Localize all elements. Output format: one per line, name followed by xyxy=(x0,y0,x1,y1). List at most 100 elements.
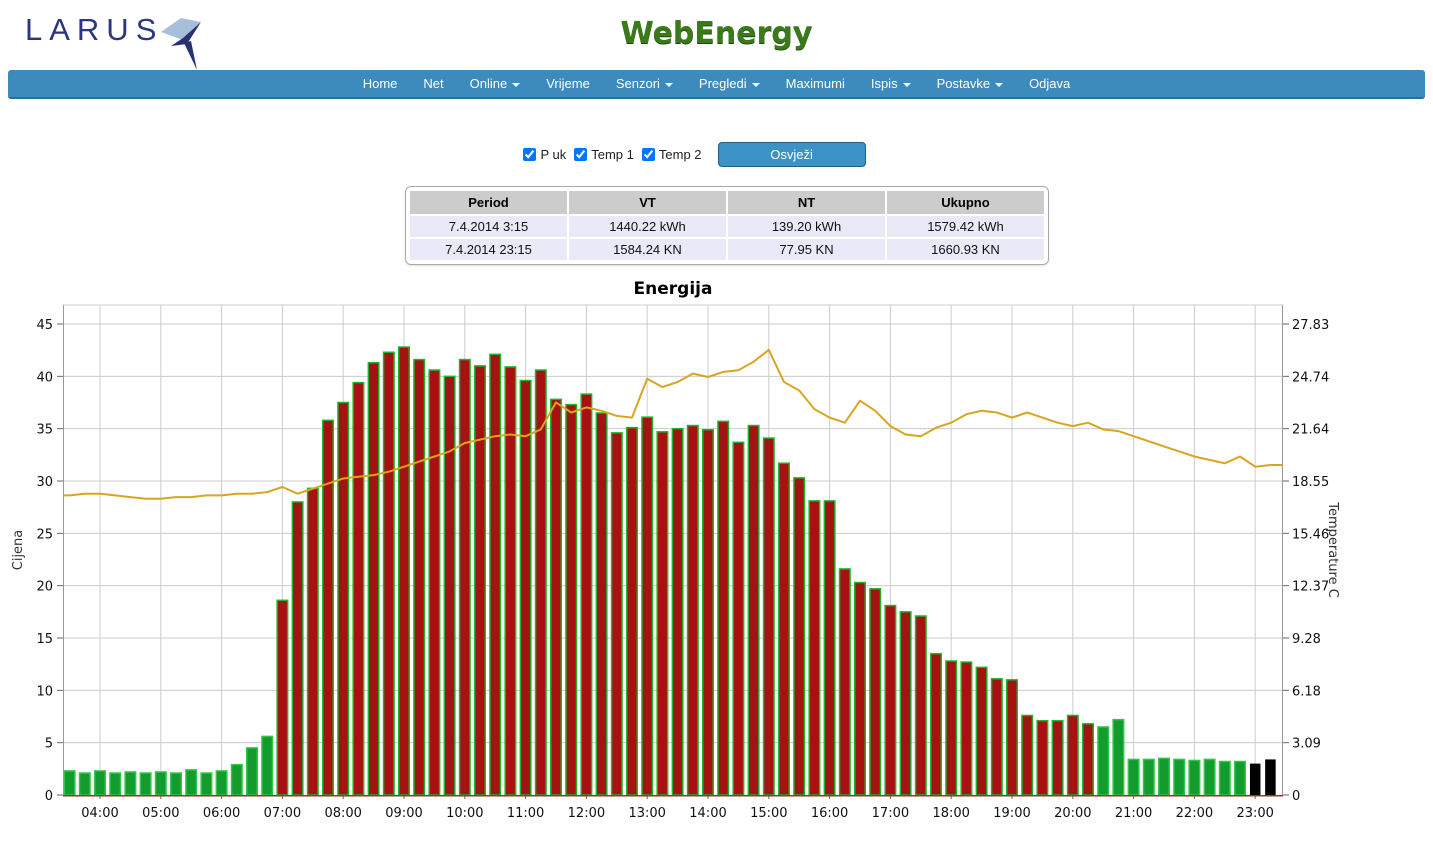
nav-item-home[interactable]: Home xyxy=(350,70,411,97)
table-cell: 1660.93 KN xyxy=(887,239,1044,260)
energy-bar xyxy=(398,346,410,796)
y-left-tick-label: 30 xyxy=(36,475,53,490)
table-row: 7.4.2014 3:15 1440.22 kWh 139.20 kWh 1579.4… xyxy=(410,216,1044,237)
energy-bar xyxy=(671,427,684,796)
temperature-line xyxy=(63,348,1283,500)
y-left-tick-label: 0 xyxy=(45,789,53,804)
y-right-tick-label: 6.18 xyxy=(1292,684,1321,699)
x-tick-label: 11:00 xyxy=(507,806,544,821)
energy-bar xyxy=(1218,760,1231,796)
energy-bar xyxy=(154,771,167,796)
nav-item-vrijeme[interactable]: Vrijeme xyxy=(533,70,603,97)
table-cell: 1579.42 kWh xyxy=(887,216,1044,237)
nav-item-label: Pregledi xyxy=(698,76,747,91)
larus-bird-icon xyxy=(161,18,202,70)
x-tick-label: 20:00 xyxy=(1054,806,1091,821)
energy-bar xyxy=(717,420,730,796)
summary-table: Period VT NT Ukupno 7.4.2014 3:15 1440.22 kW… xyxy=(405,186,1049,265)
x-tick-label: 12:00 xyxy=(568,806,605,821)
y-left-tick-label: 10 xyxy=(36,684,53,699)
checkbox-p-uk[interactable] xyxy=(523,147,537,161)
nav-item-odjava[interactable]: Odjava xyxy=(1016,70,1083,97)
y-left-tick-label: 40 xyxy=(36,370,53,385)
energy-bar xyxy=(94,770,106,796)
x-tick-label: 05:00 xyxy=(142,806,179,821)
energy-bar xyxy=(200,772,213,796)
table-cell: 77.95 KN xyxy=(728,239,885,260)
y-left-tick-label: 5 xyxy=(45,737,53,752)
energy-bar xyxy=(1051,719,1064,796)
nav-item-net[interactable]: Net xyxy=(410,70,456,97)
energy-bar xyxy=(793,477,806,796)
energy-bar xyxy=(1127,758,1140,796)
energy-bar xyxy=(413,358,426,796)
y-left-tick-label: 45 xyxy=(36,318,53,333)
energy-bar xyxy=(1021,714,1034,796)
nav-item-maximumi[interactable]: Maximumi xyxy=(773,70,858,97)
energy-bar xyxy=(489,353,502,796)
energy-bar xyxy=(656,431,669,796)
x-tick-label: 04:00 xyxy=(81,806,118,821)
energy-bar xyxy=(230,763,243,796)
nav-item-pregledi[interactable]: Pregledi xyxy=(686,70,773,97)
energy-bar xyxy=(367,361,380,796)
x-tick-label: 19:00 xyxy=(993,806,1030,821)
nav-item-senzori[interactable]: Senzori xyxy=(603,70,686,97)
x-tick-label: 17:00 xyxy=(872,806,909,821)
checkbox-group-temp-2[interactable]: Temp 2 xyxy=(641,146,702,162)
energy-bar xyxy=(1265,759,1276,795)
energy-bar xyxy=(914,615,927,796)
energy-bar xyxy=(504,366,517,796)
nav-item-online[interactable]: Online xyxy=(457,70,534,97)
y-axis-label-left: Cijena xyxy=(11,530,26,571)
energy-bar xyxy=(823,500,836,796)
energy-bar xyxy=(1203,758,1216,796)
summary-col-period: Period xyxy=(410,191,567,214)
energy-bar xyxy=(215,770,228,796)
x-tick-label: 16:00 xyxy=(811,806,848,821)
table-cell: 1440.22 kWh xyxy=(569,216,726,237)
energy-bar xyxy=(474,365,486,796)
energy-bar xyxy=(595,412,608,796)
energy-bar xyxy=(246,747,258,796)
x-tick-label: 23:00 xyxy=(1236,806,1273,821)
chart-canvas: 04:00 05:00 06:00 07:00 08:00 09:00 10:00 11:00… xyxy=(11,304,1340,821)
checkbox-group-temp-1[interactable]: Temp 1 xyxy=(574,147,634,162)
y-left-tick-label: 35 xyxy=(36,423,53,438)
y-axis-label-right: Temperature C xyxy=(1325,501,1340,598)
larus-logo-text: LARUS xyxy=(25,12,164,47)
energy-bar xyxy=(1006,679,1018,796)
energy-bar xyxy=(1142,758,1155,796)
checkbox-temp-2[interactable] xyxy=(641,147,655,161)
x-tick-label: 13:00 xyxy=(628,806,665,821)
energy-bar xyxy=(610,432,623,796)
refresh-button[interactable]: Osvježi xyxy=(717,141,866,167)
summary-col-ukupno: Ukupno xyxy=(887,191,1044,214)
x-tick-label: 22:00 xyxy=(1176,806,1213,821)
checkbox-label: Temp 2 xyxy=(658,146,702,162)
larus-logo[interactable]: LARUS xyxy=(25,12,209,72)
table-row: 7.4.2014 23:15 1584.24 KN 77.95 KN 1660.93 … xyxy=(410,239,1044,260)
nav-item-postavke[interactable]: Postavke xyxy=(924,70,1016,97)
checkbox-group-p-uk[interactable]: P uk xyxy=(523,147,566,162)
energy-bar xyxy=(124,771,137,796)
energy-bar xyxy=(276,599,289,796)
checkbox-temp-1[interactable] xyxy=(574,147,588,161)
energy-bar xyxy=(960,661,973,796)
energy-bar xyxy=(732,441,745,796)
energy-bar xyxy=(1173,758,1186,796)
energy-bar xyxy=(337,401,350,796)
y-right-tick-label: 27.83 xyxy=(1292,318,1329,333)
energy-bar xyxy=(261,735,274,796)
energy-bar xyxy=(1188,759,1201,796)
energy-bar xyxy=(854,581,866,796)
energy-bar xyxy=(808,500,821,796)
chevron-down-icon xyxy=(995,82,1004,87)
nav-item-ispis[interactable]: Ispis xyxy=(858,70,924,97)
energy-bar xyxy=(322,419,334,796)
nav-item-label: Net xyxy=(423,76,444,91)
energy-bar xyxy=(519,379,532,796)
energy-chart: Energija 04:00 05:00 06:00 07:00 08:00 09:00 1… xyxy=(0,275,1433,844)
chevron-down-icon xyxy=(664,82,673,87)
y-right-tick-label: 18.55 xyxy=(1292,475,1329,490)
